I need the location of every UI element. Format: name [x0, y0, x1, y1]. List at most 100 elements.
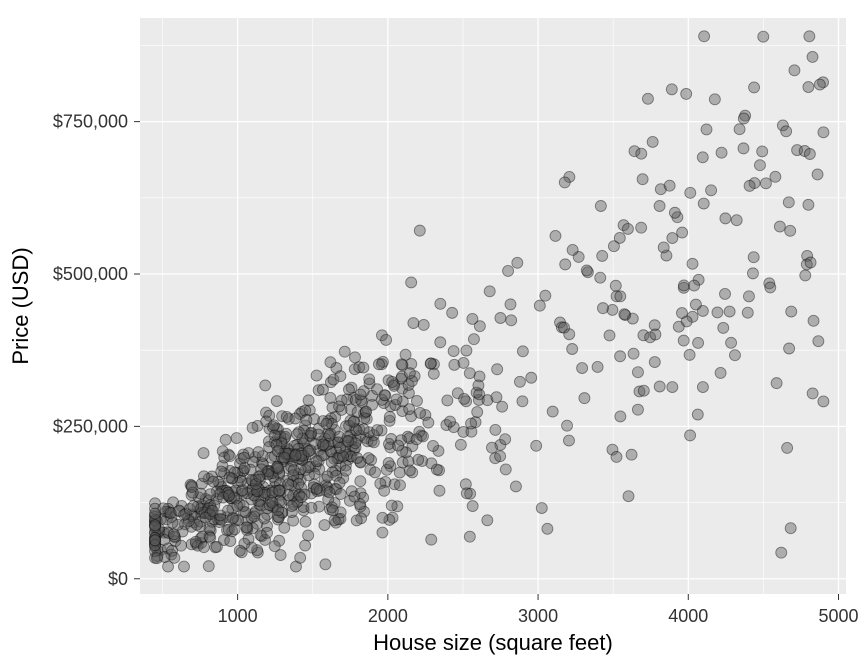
- data-point: [169, 552, 180, 563]
- data-point: [301, 415, 312, 426]
- data-point: [784, 343, 795, 354]
- data-point: [400, 349, 411, 360]
- data-point: [411, 395, 422, 406]
- data-point: [673, 321, 684, 332]
- data-point: [666, 84, 677, 95]
- data-point: [414, 225, 425, 236]
- data-point: [188, 501, 199, 512]
- data-point: [497, 401, 508, 412]
- data-point: [531, 440, 542, 451]
- data-point: [296, 492, 307, 503]
- data-point: [303, 395, 314, 406]
- data-point: [500, 464, 511, 475]
- data-point: [205, 489, 216, 500]
- data-point: [467, 313, 478, 324]
- data-point: [466, 418, 477, 429]
- data-point: [637, 174, 648, 185]
- data-point: [495, 312, 506, 323]
- data-point: [749, 82, 760, 93]
- x-tick-label: 3000: [518, 606, 558, 626]
- data-point: [295, 552, 306, 563]
- data-point: [804, 31, 815, 42]
- data-point: [684, 349, 695, 360]
- data-point: [293, 478, 304, 489]
- data-point: [726, 337, 737, 348]
- data-point: [326, 457, 337, 468]
- data-point: [689, 280, 700, 291]
- data-point: [325, 357, 336, 368]
- data-point: [765, 282, 776, 293]
- data-point: [324, 487, 335, 498]
- data-point: [748, 252, 759, 263]
- data-point: [303, 446, 314, 457]
- data-point: [273, 505, 284, 516]
- data-point: [807, 51, 818, 62]
- data-point: [667, 382, 678, 393]
- data-point: [724, 306, 735, 317]
- data-point: [335, 371, 346, 382]
- data-point: [628, 348, 639, 359]
- data-point: [458, 357, 469, 368]
- data-point: [364, 374, 375, 385]
- data-point: [595, 201, 606, 212]
- data-point: [770, 171, 781, 182]
- data-point: [198, 448, 209, 459]
- data-point: [150, 508, 161, 519]
- data-point: [445, 416, 456, 427]
- y-tick-label: $250,000: [53, 416, 128, 436]
- data-point: [650, 329, 661, 340]
- data-point: [335, 489, 346, 500]
- data-point: [447, 307, 458, 318]
- data-point: [300, 516, 311, 527]
- data-point: [754, 160, 765, 171]
- data-point: [517, 346, 528, 357]
- data-point: [669, 207, 680, 218]
- data-point: [534, 300, 545, 311]
- data-point: [734, 124, 745, 135]
- data-point: [785, 523, 796, 534]
- x-axis-label: House size (square feet): [373, 630, 613, 655]
- data-point: [377, 527, 388, 538]
- data-point: [165, 508, 176, 519]
- data-point: [685, 187, 696, 198]
- data-point: [234, 545, 245, 556]
- scatter-chart: 10002000300040005000$0$250,000$500,000$7…: [0, 0, 864, 672]
- data-point: [152, 553, 163, 564]
- data-point: [738, 143, 749, 154]
- data-point: [406, 277, 417, 288]
- data-point: [610, 280, 621, 291]
- data-point: [812, 169, 823, 180]
- data-point: [715, 367, 726, 378]
- data-point: [404, 368, 415, 379]
- data-point: [464, 531, 475, 542]
- data-point: [818, 396, 829, 407]
- data-point: [303, 530, 314, 541]
- data-point: [254, 471, 265, 482]
- data-point: [274, 485, 285, 496]
- data-point: [377, 512, 388, 523]
- data-point: [632, 367, 643, 378]
- data-point: [611, 451, 622, 462]
- data-point: [786, 306, 797, 317]
- data-point: [459, 393, 470, 404]
- data-point: [239, 452, 250, 463]
- data-point: [343, 384, 354, 395]
- data-point: [325, 392, 336, 403]
- data-point: [789, 65, 800, 76]
- data-point: [232, 500, 243, 511]
- data-point: [562, 420, 573, 431]
- data-point: [229, 524, 240, 535]
- data-point: [577, 363, 588, 374]
- data-point: [774, 221, 785, 232]
- data-point: [678, 335, 689, 346]
- data-point: [393, 440, 404, 451]
- data-point: [579, 393, 590, 404]
- data-point: [804, 149, 815, 160]
- data-point: [706, 185, 717, 196]
- data-point: [685, 430, 696, 441]
- data-point: [729, 350, 740, 361]
- data-point: [484, 286, 495, 297]
- data-point: [614, 232, 625, 243]
- data-point: [654, 381, 665, 392]
- data-point: [418, 319, 429, 330]
